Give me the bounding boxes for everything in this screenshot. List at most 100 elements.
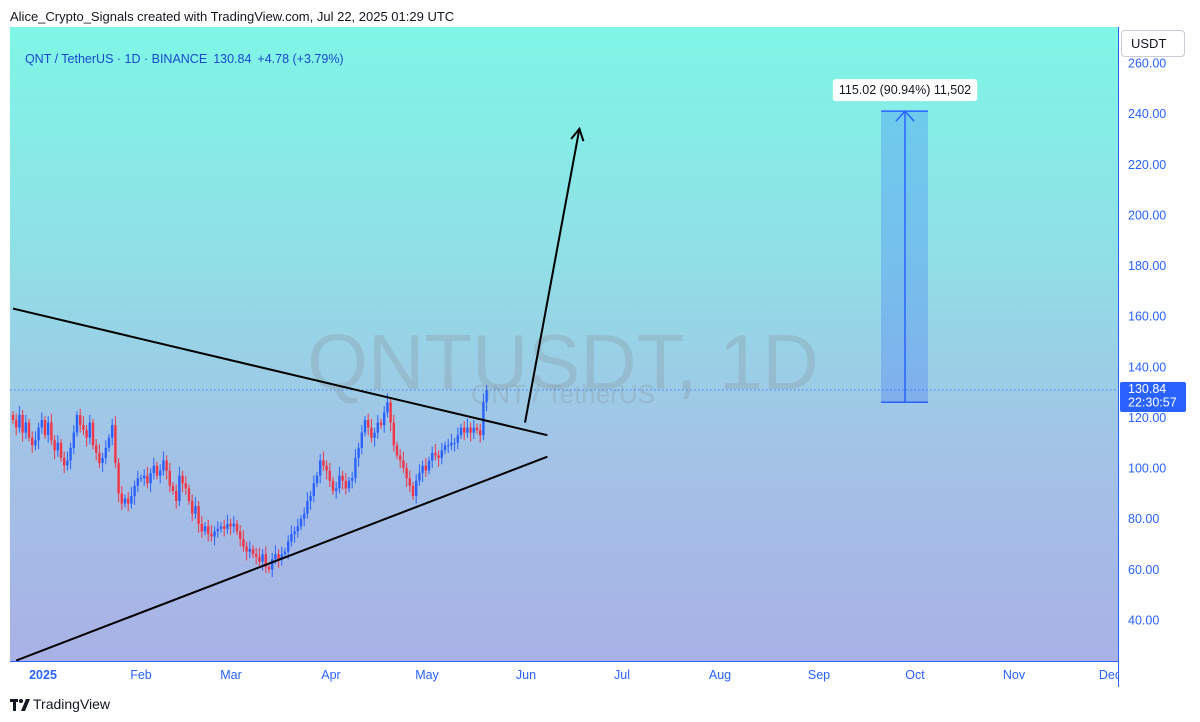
price-axis[interactable]: 40.00 60.00 80.00 100.00 120.00 140.00 160.00 1… [1118,27,1200,687]
candle-body [383,412,386,426]
candle-body [242,538,245,547]
last-price-tag: 130.84 22:30:57 [1120,382,1186,413]
candle-body [325,465,328,471]
candle-body [367,419,370,428]
candle-body [66,460,69,466]
price-tick-label: 180.00 [1128,259,1166,273]
candle-body [53,440,56,451]
candle-body [479,430,482,436]
candle-body [376,422,379,433]
candle-body [114,425,117,464]
price-tick-label: 140.00 [1128,360,1166,374]
candle-body [283,551,287,555]
candle-body [347,480,351,489]
candle-body [421,465,424,474]
candle-body [21,414,24,433]
candle-body [437,455,440,458]
candle-body [50,422,53,441]
candle-body [18,414,21,428]
candle-body [239,531,242,539]
candle-body [197,506,200,524]
candle-body [341,475,344,481]
currency-button[interactable]: USDT [1121,30,1185,57]
candle-body [107,437,111,448]
candle-body [133,485,136,496]
candle-body [56,442,59,451]
candle-body [59,442,63,458]
candle-body [312,483,315,496]
candle-body [143,475,146,479]
projection-arrow-head [570,126,585,142]
price-tick-label: 240.00 [1128,107,1166,121]
candle-body [85,430,88,438]
candle-body [235,523,239,532]
candle-body [152,465,155,474]
candle-body [98,452,101,464]
symbol-name[interactable]: QNT / TetherUS · 1D · BINANCE [24,52,208,66]
candle-body [11,414,15,420]
price-tick-label: 220.00 [1128,158,1166,172]
candle-body [63,457,66,466]
candle-body [226,523,229,529]
time-tick-label: Jun [516,668,536,682]
candle-body [251,549,255,555]
candle-body [306,501,309,514]
candle-body [245,546,248,552]
candle-body [207,526,210,534]
last-price-value: 130.84 [1128,382,1166,396]
chart-attribution: Alice_Crypto_Signals created with Tradin… [10,9,455,24]
candle-body [194,506,197,514]
candle-body [168,470,171,486]
candle-body [264,554,267,567]
candle-body [395,445,399,456]
candle-body [335,488,338,491]
candle-body [191,501,194,514]
candle-body [130,495,133,504]
candle-body [360,432,363,448]
candles-group [11,384,488,577]
candle-body [309,495,312,502]
candle-body [338,475,341,489]
price-tick-label: 80.00 [1128,512,1159,526]
candle-body [95,445,98,453]
candle-body [104,447,107,458]
symbol-info: QNT / TetherUS · 1D · BINANCE 130.84 +4.78… [18,38,350,66]
candle-body [79,414,82,426]
candle-body [165,460,168,471]
candle-body [427,460,431,471]
last-price-tag-bg [1120,382,1186,413]
candle-body [181,475,184,484]
price-tick-label: 100.00 [1128,462,1166,476]
candle-body [120,493,123,504]
candle-body [203,526,207,532]
time-axis[interactable]: 2025 Feb Mar Apr May Jun Jul Aug Sep Oct Nov Dec [10,661,1118,687]
price-tick-label: 60.00 [1128,563,1159,577]
candle-body [72,432,75,448]
candle-body [229,523,232,527]
candle-body [159,470,162,476]
candle-body [15,419,18,428]
time-tick-label: Nov [1003,668,1026,682]
watermark-symbol: QNTUSDT, 1D [307,318,818,406]
candle-body [322,460,325,466]
candle-body [136,478,139,486]
chart-plot-area[interactable]: QNTUSDT, 1D QNT / TetherUS 115.02 (90.94… [10,27,1118,661]
candle-body [178,475,181,502]
candle-body [296,526,299,532]
candle-body [440,450,443,458]
candle-body [261,554,264,562]
symbol-change: +4.78 (+3.79%) [257,52,344,66]
candle-body [466,427,469,433]
candle-body [293,531,296,534]
candle-body [184,483,187,489]
price-chart[interactable]: QNTUSDT, 1D QNT / TetherUS 115.02 (90.94… [10,27,1118,661]
candle-body [351,478,354,481]
candle-body [287,541,290,552]
candle-body [357,447,360,458]
candle-body [219,526,223,529]
candle-body [277,554,280,560]
candle-body [111,425,114,438]
tradingview-brand: TradingView [33,696,111,712]
time-tick-label: Feb [130,668,152,682]
watermark-description: QNT / TetherUS [471,379,655,409]
